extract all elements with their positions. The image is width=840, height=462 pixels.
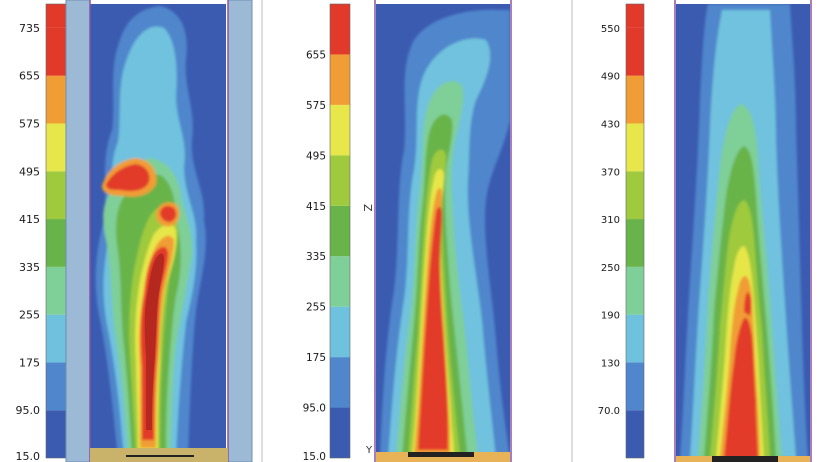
colorbar-tick-label: 310 [601,215,620,226]
colorbar-tick-label: 415 [19,213,40,226]
contour-field-1 [90,4,226,458]
colorbar-tick-label: 415 [306,201,326,213]
colorbar-tick-label: 735 [19,22,40,35]
colorbar-band [330,155,350,206]
colorbar-band [626,410,644,458]
left-wall [65,0,91,462]
colorbar-tick-label: 130 [601,358,620,369]
panel-1: 15.0 95.0 175 255 335 415 495 575 655 735 [16,0,253,462]
colorbar-tick-label: 250 [601,263,620,274]
colorbar-band [626,219,644,267]
colorbar-tick-label: 575 [19,117,40,130]
colorbar-band [330,256,350,307]
colorbar-band [330,104,350,156]
colorbar-band [626,171,644,220]
colorbar-band [46,27,66,76]
core-streak [144,253,164,430]
colorbar-band [46,171,66,220]
colorbar-tick-label: 575 [306,100,326,112]
colorbar-1 [45,3,67,459]
colorbar-tick-label: 175 [19,356,40,369]
colorbar-tick-label: 70.0 [598,406,620,417]
colorbar-tick-label: 430 [601,119,620,130]
colorbar-1-ticks: 15.0 95.0 175 255 335 415 495 575 655 735 [16,22,41,462]
colorbar-band [46,266,66,315]
colorbar-tick-label: 190 [601,311,620,322]
z-axis-letter: Z [361,204,374,212]
colorbar-band [626,4,644,28]
panel-3: 70.0 130 190 250 310 370 430 490 550 [598,0,812,462]
colorbar-2 [329,3,351,459]
colorbar-3 [625,3,645,459]
contour-field-3 [676,4,810,458]
colorbar-tick-label: 370 [601,167,620,178]
colorbar-band [330,205,350,257]
colorbar-band [46,4,66,28]
colorbar-band [626,27,644,76]
colorbar-band [330,4,350,55]
colorbar-tick-label: 175 [306,352,326,364]
nozzle-2 [408,452,474,457]
colorbar-band [626,314,644,363]
colorbar-band [626,266,644,315]
colorbar-band [330,54,350,105]
colorbar-tick-label: 255 [306,302,326,314]
colorbar-tick-label: 255 [19,309,40,322]
colorbar-tick-label: 95.0 [16,404,41,417]
colorbar-band [46,410,66,458]
colorbar-band [46,314,66,363]
colorbar-band [330,357,350,408]
colorbar-tick-label: 15.0 [303,451,326,462]
colorbar-band [330,306,350,358]
y-axis-letter: Y [365,445,373,456]
colorbar-tick-label: 95.0 [303,403,326,415]
colorbar-band [46,362,66,411]
nozzle-3 [712,456,778,462]
colorbar-band [626,75,644,124]
colorbar-band [330,407,350,458]
right-wall [227,0,253,462]
colorbar-band [626,123,644,172]
colorbar-border [625,3,645,459]
colorbar-tick-label: 655 [19,70,40,83]
colorbar-tick-label: 335 [19,261,40,274]
colorbar-2-ticks: 15.0 95.0 175 255 335 415 495 575 655 [303,49,326,462]
colorbar-tick-label: 550 [601,24,620,35]
contour-field-2 [376,4,510,458]
colorbar-tick-label: 655 [306,49,326,61]
colorbar-tick-label: 335 [306,251,326,263]
colorbar-band [46,123,66,172]
colorbar-band [46,75,66,124]
colorbar-tick-label: 495 [19,165,40,178]
colorbar-band [46,219,66,267]
colorbar-3-ticks: 70.0 130 190 250 310 370 430 490 550 [598,24,620,417]
colorbar-border [329,3,351,459]
panel-2: 15.0 95.0 175 255 335 415 495 575 655 Z Y [303,0,512,462]
colorbar-band [626,362,644,411]
colorbar-tick-label: 495 [306,150,326,162]
colorbar-tick-label: 15.0 [16,450,41,462]
colorbar-tick-label: 490 [601,72,620,83]
